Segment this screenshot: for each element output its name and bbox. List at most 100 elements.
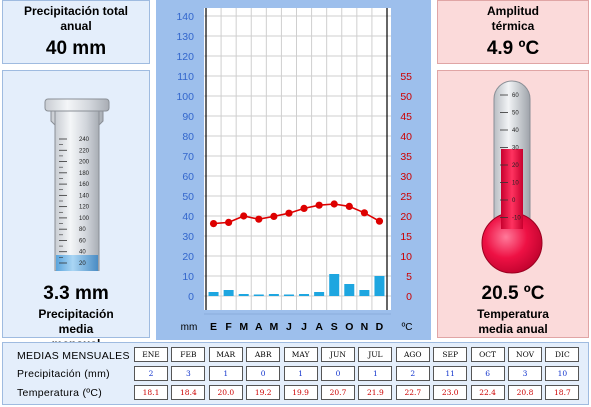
precip-cell: 2 [134, 366, 168, 381]
temperature-point [255, 215, 263, 223]
precip-cell: 1 [283, 366, 318, 381]
thermo-tick-label: 40 [512, 128, 519, 134]
month-label: J [286, 321, 292, 333]
amplitude-value: 4.9 ºC [486, 38, 540, 59]
cylinder-tick-label: 160 [79, 182, 90, 188]
left-tick-label: 50 [182, 191, 194, 203]
temp-cell: 18.7 [545, 385, 580, 400]
cylinder-tick-label: 40 [79, 250, 86, 256]
month-label: J [301, 321, 307, 333]
temp-cell: 21.9 [358, 385, 393, 400]
precip-bar [253, 294, 264, 296]
left-tick-label: 0 [188, 291, 194, 303]
cylinder-tick-label: 220 [79, 148, 90, 154]
cylinder-tick-label: 240 [79, 137, 90, 143]
cylinder-tick-label: 80 [79, 227, 86, 233]
right-tick-label: 40 [400, 131, 412, 143]
right-tick-label: 5 [406, 271, 412, 283]
thermo-tick-label: 30 [512, 146, 519, 152]
month-header-cell: ENE [134, 347, 168, 362]
monthly-precip-panel: 240 220 200 180 160 140 120 100 80 60 40 20 3.3 mm … [2, 70, 150, 351]
temperature-point [225, 218, 233, 226]
month-label: D [376, 321, 384, 333]
month-label: A [315, 321, 323, 333]
left-tick-label: 130 [176, 31, 194, 43]
cylinder-tick-label: 60 [79, 238, 86, 244]
climograph: 0 10 20 30 40 50 60 70 80 90 100 110 120 130 140 0 5 10 15… [156, 0, 431, 340]
precip-row-label: Precipitación (mm) [17, 368, 110, 380]
temperature-point [209, 220, 218, 228]
temperature-point [375, 217, 384, 225]
precip-bar [238, 294, 249, 296]
month-header-cell: JUL [358, 347, 393, 362]
temp-cell: 20.8 [508, 385, 542, 400]
cylinder-tick-label: 20 [79, 261, 86, 267]
month-header-cell: SEP [433, 347, 468, 362]
precip-bar [344, 284, 355, 296]
plot-area [204, 8, 391, 310]
total-precip-label: Precipitación total anual [23, 4, 129, 33]
month-label: M [270, 321, 279, 333]
temp-cell: 18.4 [171, 385, 206, 400]
left-tick-label: 120 [176, 51, 194, 63]
month-header-cell: DIC [545, 347, 580, 362]
mean-temp-value: 20.5 ºC [481, 283, 545, 304]
thermo-tick-label: 60 [512, 93, 519, 99]
right-tick-label: 0 [406, 291, 412, 303]
precip-bar [359, 290, 370, 296]
precip-cell: 2 [395, 366, 430, 381]
precip-bar [329, 274, 340, 296]
precip-cell: 6 [470, 366, 505, 381]
precip-bar [374, 276, 385, 296]
left-tick-label: 10 [182, 271, 194, 283]
precip-bar [223, 290, 234, 296]
temp-cell: 23.0 [433, 385, 468, 400]
month-header-cell: ABR [246, 347, 281, 362]
month-label: E [210, 321, 217, 333]
precip-cell: 1 [208, 366, 243, 381]
temp-cell: 18.1 [134, 385, 168, 400]
thermo-tick-label: -10 [512, 216, 521, 222]
precip-cell: 3 [171, 366, 206, 381]
temp-cell: 19.9 [283, 385, 318, 400]
left-tick-label: 30 [182, 231, 194, 243]
cylinder-tick-label: 200 [79, 160, 90, 166]
precip-cell: 11 [433, 366, 468, 381]
right-axis-unit: ºC [402, 322, 413, 333]
total-precip-value: 40 mm [45, 38, 107, 59]
thermo-tick-label: 20 [512, 163, 519, 169]
thermo-tick-label: 50 [512, 111, 519, 117]
thermometer-icon: 60 50 40 30 20 10 0 -10 [481, 80, 543, 274]
temperature-point [300, 204, 308, 212]
precip-cell: 10 [545, 366, 580, 381]
month-label: O [345, 321, 353, 333]
temp-cell: 20.0 [208, 385, 243, 400]
temperature-point [345, 202, 353, 210]
cylinder-tick-label: 100 [79, 216, 90, 222]
left-tick-label: 110 [177, 71, 194, 83]
amplitude-panel: Amplitud térmica 4.9 ºC [437, 0, 589, 64]
right-tick-label: 10 [400, 251, 412, 263]
climate-chart: 0 10 20 30 40 50 60 70 80 90 100 110 120 130 140 0 5 10 15… [156, 0, 431, 340]
precip-bar [268, 294, 279, 296]
cylinder-tick-label: 180 [79, 171, 90, 177]
precip-bar [299, 294, 310, 296]
temperature-point [360, 209, 368, 217]
month-header-cell: JUN [321, 347, 355, 362]
left-tick-label: 70 [182, 151, 194, 163]
month-label: M [239, 321, 248, 333]
precip-bar [208, 292, 219, 296]
cylinder-tick-label: 120 [79, 205, 90, 211]
thermo-tick-label: 10 [512, 181, 519, 187]
temp-cell: 20.7 [321, 385, 355, 400]
left-axis-unit: mm [181, 322, 198, 333]
right-tick-label: 50 [400, 91, 412, 103]
cylinder-tick-label: 140 [79, 193, 90, 199]
total-precip-panel: Precipitación total anual 40 mm [2, 0, 150, 64]
left-tick-label: 140 [176, 11, 194, 23]
right-tick-label: 45 [400, 111, 412, 123]
temperature-point [285, 209, 293, 217]
left-tick-label: 60 [182, 171, 194, 183]
temperature-point [315, 201, 323, 209]
month-header-cell: NOV [508, 347, 542, 362]
